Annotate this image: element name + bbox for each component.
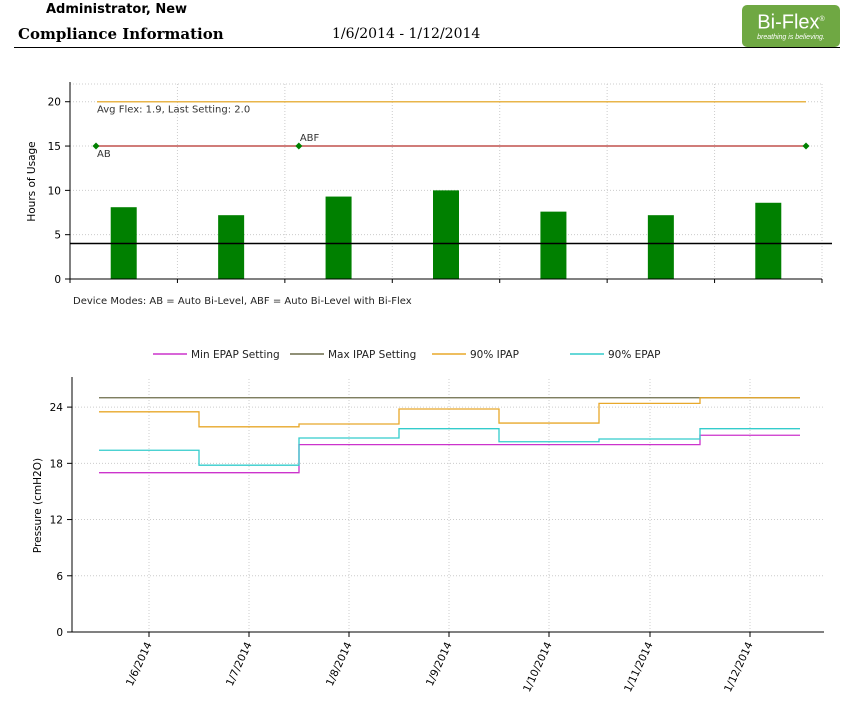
pressure-y-tick-label: 6 (56, 571, 63, 583)
pressure-x-tick-label: 1/8/2014 (324, 640, 355, 688)
legend-label: Max IPAP Setting (328, 349, 416, 361)
usage-y-tick-label: 0 (54, 274, 61, 286)
legend-label: Min EPAP Setting (191, 349, 280, 361)
pressure-series-min-epap-setting (99, 434, 800, 474)
device-mode-marker (802, 142, 810, 150)
usage-bar-1/7/2014 (218, 215, 245, 279)
device-mode-marker (92, 142, 100, 150)
pressure-x-tick-label: 1/9/2014 (424, 640, 455, 688)
pressure-x-tick-label: 1/10/2014 (521, 640, 555, 694)
usage-bar-1/10/2014 (540, 211, 567, 279)
usage-y-axis-title: Hours of Usage (26, 141, 38, 221)
avg-flex-annotation: Avg Flex: 1.9, Last Setting: 2.0 (97, 105, 250, 116)
legend-label: 90% IPAP (470, 349, 519, 361)
pressure-y-axis-title: Pressure (cmH2O) (32, 458, 44, 553)
pressure-x-tick-label: 1/7/2014 (224, 640, 255, 688)
pressure-x-tick-label: 1/11/2014 (622, 640, 656, 694)
device-modes-footnote: Device Modes: AB = Auto Bi-Level, ABF = … (73, 296, 412, 307)
usage-bar-1/8/2014 (325, 196, 352, 279)
usage-bar-1/11/2014 (647, 215, 674, 279)
usage-y-tick-label: 10 (48, 185, 61, 197)
logo-tagline: breathing is believing. (757, 33, 825, 41)
pressure-y-tick-label: 0 (56, 627, 63, 639)
header-divider (14, 47, 840, 48)
pressure-y-tick-label: 12 (50, 515, 63, 527)
device-mode-label: AB (97, 149, 111, 160)
usage-y-tick-label: 20 (48, 97, 61, 109)
pressure-y-tick-label: 24 (50, 402, 64, 414)
pressure-series-90-epap (99, 428, 800, 466)
pressure-series-90-ipap (99, 397, 800, 428)
pressure-x-tick-label: 1/12/2014 (722, 640, 756, 694)
date-range: 1/6/2014 - 1/12/2014 (332, 26, 481, 42)
legend-label: 90% EPAP (608, 349, 661, 361)
report-title: Compliance Information (18, 25, 224, 43)
usage-y-tick-label: 15 (48, 141, 61, 153)
usage-bar-1/9/2014 (433, 190, 459, 279)
bi-flex-logo: Bi-Flex® breathing is believing. (742, 5, 840, 47)
logo-name: Bi-Flex® (757, 11, 825, 34)
patient-name: Administrator, New (46, 2, 188, 17)
usage-y-tick-label: 5 (54, 230, 61, 242)
device-mode-label: ABF (300, 133, 320, 144)
pressure-y-tick-label: 18 (50, 458, 63, 470)
device-mode-marker (295, 142, 303, 150)
pressure-x-tick-label: 1/6/2014 (124, 640, 155, 688)
usage-bar-1/12/2014 (755, 202, 782, 279)
